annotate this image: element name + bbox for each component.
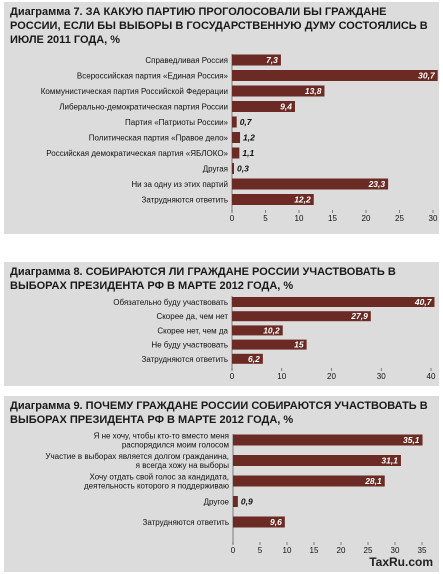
value-label: 13,8 — [305, 86, 322, 96]
category-label: Затрудняются ответить — [143, 518, 229, 527]
tick-label: 25 — [395, 214, 404, 223]
chart-panel-9: Диаграмма 9. ПОЧЕМУ ГРАЖДАНЕ РОССИИ СОБИ… — [4, 396, 439, 572]
bar — [232, 297, 435, 307]
category-label: Справедливая Россия — [145, 56, 228, 65]
bar — [233, 516, 285, 528]
category-label: Я не хочу, чтобы кто-то вместо меня — [94, 432, 229, 441]
tick-label: 10 — [295, 214, 304, 223]
value-label: 12,2 — [294, 195, 311, 205]
tick-label: 30 — [377, 372, 386, 381]
tick-label: 15 — [328, 214, 337, 223]
value-label: 15 — [294, 340, 304, 350]
tick-label: 40 — [427, 372, 436, 381]
value-label: 0,7 — [240, 117, 253, 127]
value-label: 23,3 — [368, 179, 386, 189]
category-label: Партия «Патриоты России» — [125, 118, 228, 127]
value-label: 30,7 — [418, 71, 436, 81]
value-label: 40,7 — [414, 297, 433, 307]
category-label: я всегда хожу на выборы — [136, 461, 230, 470]
value-label: 7,3 — [266, 55, 278, 65]
value-label: 1,1 — [242, 148, 254, 158]
tick-label: 0 — [231, 546, 236, 555]
tick-label: 30 — [391, 546, 400, 555]
bar — [232, 70, 438, 81]
bar — [232, 325, 283, 336]
bar — [232, 54, 281, 66]
category-label: Затрудняются ответить — [142, 196, 228, 205]
chart-panel-7: Диаграмма 7. ЗА КАКУЮ ПАРТИЮ ПРОГОЛОСОВА… — [4, 2, 439, 234]
bar — [233, 496, 238, 507]
tick-label: 5 — [258, 546, 263, 555]
tick-label: 0 — [230, 372, 235, 381]
watermark: TaxRu.com — [369, 555, 433, 569]
tick-label: 5 — [263, 214, 268, 223]
tick-label: 20 — [337, 546, 346, 555]
category-label: деятельность которого я поддерживаю — [84, 482, 229, 491]
category-label: Скорее нет, чем да — [157, 326, 228, 335]
bar — [232, 147, 240, 159]
category-label: Затрудняются ответить — [142, 355, 228, 364]
category-label: Всероссийская партия «Единая Россия» — [77, 72, 229, 81]
bar — [233, 475, 385, 487]
tick-label: 10 — [277, 372, 286, 381]
chart-title: Диаграмма 8. СОБИРАЮТСЯ ЛИ ГРАЖДАНЕ РОСС… — [10, 266, 396, 292]
bar — [232, 132, 241, 143]
bar — [232, 178, 389, 190]
tick-label: 10 — [283, 546, 292, 555]
category-label: Ни за одну из этих партий — [131, 180, 228, 189]
tick-label: 15 — [310, 546, 319, 555]
category-label: Российская демократическая партия «ЯБЛОК… — [46, 149, 228, 158]
chart-title: Диаграмма 9. ПОЧЕМУ ГРАЖДАНЕ РОССИИ СОБИ… — [10, 400, 428, 426]
category-label: Не буду участвовать — [151, 341, 228, 350]
value-label: 10,2 — [263, 325, 280, 335]
value-label: 27,9 — [350, 311, 368, 321]
value-label: 6,2 — [248, 354, 260, 364]
value-label: 9,6 — [270, 517, 282, 527]
chart-8-svg: 0 10 20 30 40 Обязательно буду участвовать 40,… — [113, 296, 436, 381]
category-label: Обязательно буду участвовать — [113, 298, 228, 307]
chart-panel-8: Диаграмма 8. СОБИРАЮТСЯ ЛИ ГРАЖДАНЕ РОСС… — [4, 262, 439, 386]
value-label: 31,1 — [381, 456, 398, 466]
category-label: распорядился моим голосом — [122, 441, 229, 450]
bar — [232, 353, 263, 364]
bar — [232, 116, 237, 128]
category-label: Другая — [203, 165, 228, 174]
bar — [232, 311, 371, 322]
chart-9-svg: 0 5 10 15 20 25 30 35 Я не хочу, чтобы кто-то вм… — [45, 432, 427, 556]
value-label: 35,1 — [403, 435, 420, 445]
value-label: 28,1 — [364, 476, 382, 486]
value-label: 9,4 — [280, 102, 292, 112]
category-label: Коммунистическая партия Российской Федер… — [41, 87, 228, 96]
category-label: Другое — [204, 498, 230, 507]
chart-7-svg: 0 5 10 15 20 25 30 Справедливая Россия 7,3 Всерос… — [41, 54, 438, 223]
tick-label: 20 — [362, 214, 371, 223]
category-label: Политическая партия «Правое дело» — [89, 134, 229, 143]
chart-title: Диаграмма 7. ЗА КАКУЮ ПАРТИЮ ПРОГОЛОСОВА… — [10, 6, 428, 46]
value-label: 0,3 — [237, 164, 249, 174]
bar — [233, 434, 423, 446]
category-label: Либерально-демократическая партия России — [59, 103, 228, 112]
value-label: 0,9 — [241, 497, 253, 507]
bar — [232, 194, 314, 205]
bar — [232, 339, 307, 350]
tick-label: 20 — [327, 372, 336, 381]
tick-label: 35 — [418, 546, 427, 555]
bar — [232, 85, 325, 97]
category-label: Скорее да, чем нет — [156, 312, 228, 321]
category-label: Хочу отдать свой голос за кандидата, — [89, 473, 229, 482]
tick-label: 30 — [429, 214, 438, 223]
tick-label: 0 — [230, 214, 235, 223]
category-label: Участие в выборах является долгом гражда… — [45, 452, 229, 461]
bar — [233, 455, 401, 466]
value-label: 1,2 — [243, 133, 255, 143]
bar — [232, 101, 295, 112]
bar — [232, 163, 235, 174]
tick-label: 25 — [364, 546, 373, 555]
